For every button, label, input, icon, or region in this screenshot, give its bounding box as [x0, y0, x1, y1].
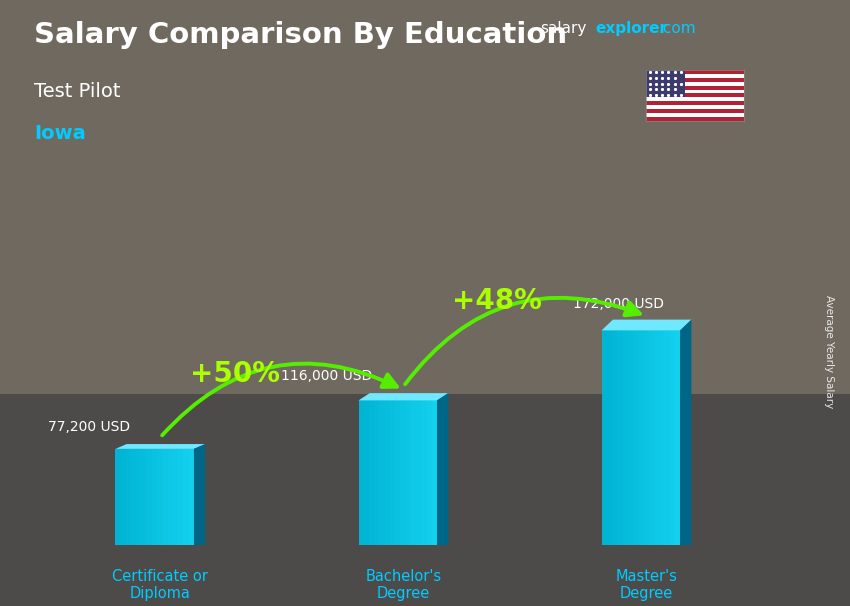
- Text: Salary Comparison By Education: Salary Comparison By Education: [34, 21, 567, 49]
- Polygon shape: [126, 449, 131, 545]
- Bar: [646, 101, 744, 105]
- Bar: [646, 70, 744, 74]
- Text: explorer: explorer: [595, 21, 667, 36]
- Polygon shape: [131, 449, 136, 545]
- Bar: [646, 109, 744, 113]
- Polygon shape: [142, 449, 147, 545]
- Polygon shape: [184, 449, 189, 545]
- Bar: [646, 113, 744, 117]
- Polygon shape: [121, 449, 126, 545]
- Bar: [0, 394, 850, 606]
- Text: Iowa: Iowa: [34, 124, 86, 143]
- Polygon shape: [173, 449, 178, 545]
- Polygon shape: [622, 330, 628, 545]
- Bar: [646, 93, 744, 98]
- Polygon shape: [427, 401, 432, 545]
- Polygon shape: [189, 449, 194, 545]
- Text: Test Pilot: Test Pilot: [34, 82, 121, 101]
- Bar: [0, 0, 850, 394]
- Polygon shape: [374, 401, 379, 545]
- Polygon shape: [643, 330, 649, 545]
- Polygon shape: [422, 401, 427, 545]
- Polygon shape: [612, 330, 617, 545]
- Polygon shape: [416, 401, 422, 545]
- Text: 116,000 USD: 116,000 USD: [281, 369, 372, 383]
- Polygon shape: [607, 330, 612, 545]
- Text: 172,000 USD: 172,000 USD: [573, 298, 664, 311]
- Polygon shape: [675, 330, 680, 545]
- Polygon shape: [405, 401, 411, 545]
- Bar: [646, 78, 744, 82]
- Polygon shape: [602, 319, 691, 330]
- Polygon shape: [680, 319, 691, 545]
- Polygon shape: [147, 449, 152, 545]
- Polygon shape: [617, 330, 622, 545]
- Polygon shape: [660, 330, 665, 545]
- Text: +50%: +50%: [190, 359, 280, 388]
- Polygon shape: [178, 449, 184, 545]
- Text: Bachelor's
Degree: Bachelor's Degree: [366, 568, 441, 601]
- Bar: [646, 85, 744, 90]
- Text: Average Yearly Salary: Average Yearly Salary: [824, 295, 834, 408]
- Polygon shape: [167, 449, 173, 545]
- Bar: [646, 74, 744, 78]
- Bar: [646, 70, 685, 98]
- Polygon shape: [602, 330, 607, 545]
- Text: Master's
Degree: Master's Degree: [615, 568, 677, 601]
- Polygon shape: [364, 401, 369, 545]
- Polygon shape: [654, 330, 660, 545]
- Polygon shape: [359, 401, 364, 545]
- Polygon shape: [136, 449, 142, 545]
- Polygon shape: [411, 401, 416, 545]
- Polygon shape: [116, 444, 205, 449]
- Bar: [646, 90, 744, 93]
- Polygon shape: [116, 449, 121, 545]
- Polygon shape: [628, 330, 633, 545]
- Text: .com: .com: [659, 21, 696, 36]
- Text: salary: salary: [540, 21, 586, 36]
- Bar: [646, 105, 744, 109]
- Text: +48%: +48%: [452, 287, 541, 315]
- Polygon shape: [152, 449, 157, 545]
- Bar: [646, 82, 744, 85]
- Polygon shape: [665, 330, 670, 545]
- Polygon shape: [369, 401, 374, 545]
- Text: Certificate or
Diploma: Certificate or Diploma: [112, 568, 208, 601]
- Polygon shape: [359, 393, 448, 401]
- Polygon shape: [157, 449, 162, 545]
- Polygon shape: [385, 401, 390, 545]
- Polygon shape: [633, 330, 638, 545]
- Polygon shape: [638, 330, 643, 545]
- Polygon shape: [649, 330, 654, 545]
- Text: 77,200 USD: 77,200 USD: [48, 420, 130, 434]
- Bar: [646, 98, 744, 101]
- Polygon shape: [437, 393, 448, 545]
- Polygon shape: [162, 449, 167, 545]
- Polygon shape: [379, 401, 385, 545]
- Polygon shape: [395, 401, 400, 545]
- Polygon shape: [194, 444, 205, 545]
- Bar: [646, 117, 744, 121]
- Polygon shape: [432, 401, 437, 545]
- Polygon shape: [400, 401, 405, 545]
- Polygon shape: [670, 330, 675, 545]
- Polygon shape: [390, 401, 395, 545]
